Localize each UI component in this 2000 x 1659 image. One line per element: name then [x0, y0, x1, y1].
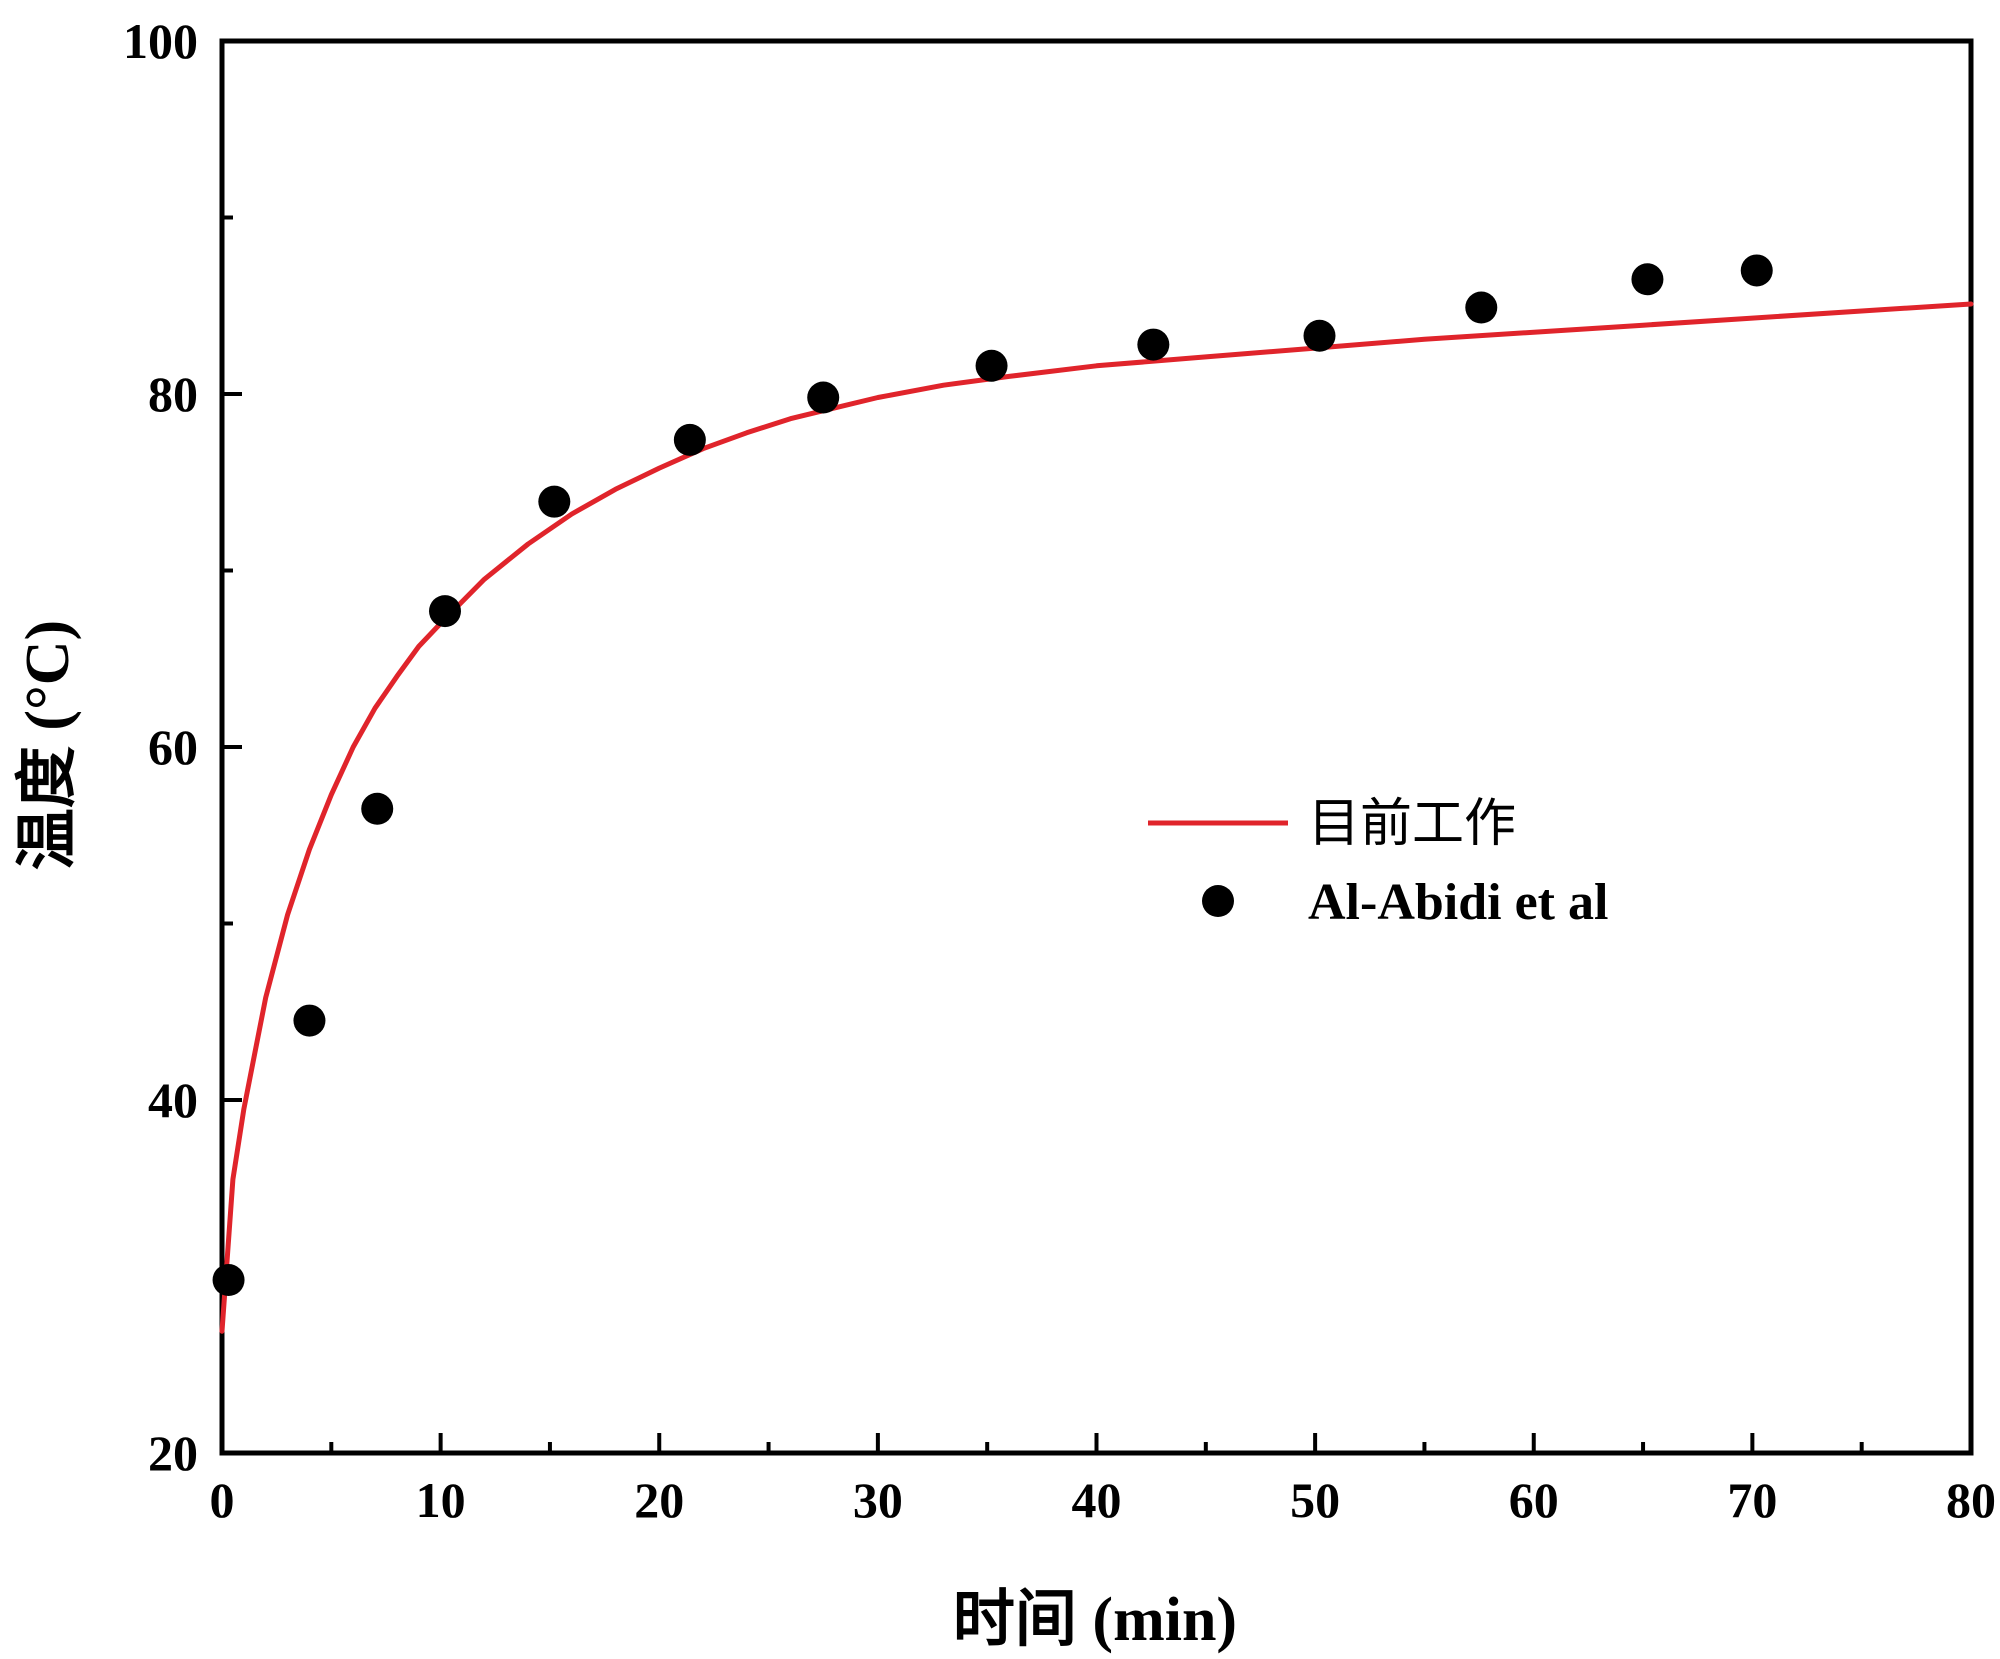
legend: 目前工作 Al-Abidi et al: [1148, 796, 1608, 931]
series-line-group: [219, 301, 1974, 1334]
tick-labels: 0 10 20 30 40 50 60 70 80 20 40 60 80 100: [123, 13, 1996, 1528]
x-tick-label: 30: [853, 1472, 903, 1528]
scatter-point: [428, 595, 461, 628]
scatter-point: [361, 792, 394, 825]
scatter-point: [975, 349, 1008, 382]
x-tick-label: 40: [1072, 1472, 1122, 1528]
y-tick-label: 100: [123, 13, 198, 69]
x-tick-label: 0: [210, 1472, 235, 1528]
legend-marker-swatch: [1202, 885, 1234, 917]
x-tick-label: 70: [1727, 1472, 1777, 1528]
scatter-point: [212, 1264, 245, 1297]
series-points-group: [212, 254, 1773, 1297]
x-tick-label: 10: [416, 1472, 466, 1528]
legend-label: Al-Abidi et al: [1308, 874, 1608, 931]
ticks: [222, 215, 1864, 1453]
y-tick-label: 80: [148, 366, 198, 422]
y-tick-label: 20: [148, 1425, 198, 1481]
scatter-point: [1137, 328, 1170, 361]
y-axis-title: 温度 (°C): [13, 620, 82, 870]
scatter-point: [807, 381, 840, 414]
x-tick-label: 50: [1290, 1472, 1340, 1528]
x-tick-label: 60: [1509, 1472, 1559, 1528]
axes: [219, 38, 1974, 1456]
scatter-point: [673, 423, 706, 456]
legend-label: 目前工作: [1308, 796, 1516, 853]
y-tick-label: 40: [148, 1072, 198, 1128]
scatter-point: [1740, 254, 1773, 287]
y-tick-label: 60: [148, 719, 198, 775]
x-tick-label: 80: [1946, 1472, 1996, 1528]
scatter-point: [1465, 291, 1498, 324]
plot-frame: [219, 38, 1974, 1456]
x-tick-label: 20: [634, 1472, 684, 1528]
scatter-point: [293, 1004, 326, 1037]
scatter-point: [538, 485, 571, 518]
x-axis-title: 时间 (min): [953, 1586, 1237, 1654]
scatter-point: [1303, 319, 1336, 352]
scatter-point: [1631, 263, 1664, 296]
series-line: [219, 301, 1974, 1334]
